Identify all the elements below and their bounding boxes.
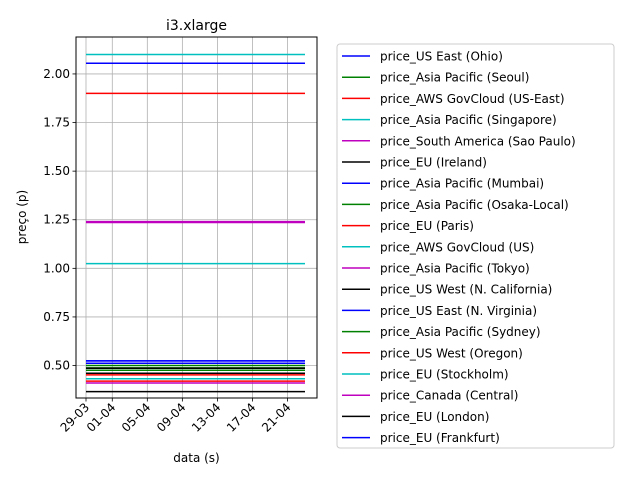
legend: price_US East (Ohio) price_Asia Pacific (… [336,43,615,449]
y-tick-label: 1.50 [43,164,70,178]
legend-frame [336,43,615,449]
legend-label: price_EU (Paris) [380,219,474,233]
y-axis-label: preço (p) [15,190,29,244]
legend-label: price_Asia Pacific (Mumbai) [380,177,544,191]
y-axis: 0.50 0.75 1.00 1.25 1.50 1.75 2.00 [43,67,76,373]
y-tick-label: 1.75 [43,116,70,130]
legend-label: price_Asia Pacific (Tokyo) [380,262,530,276]
y-tick-label: 1.00 [43,261,70,275]
legend-label: price_EU (Stockholm) [380,368,509,382]
y-tick-label: 2.00 [43,67,70,81]
legend-label: price_AWS GovCloud (US) [380,240,534,254]
legend-label: price_Asia Pacific (Osaka-Local) [380,198,569,212]
legend-label: price_EU (London) [380,410,489,424]
legend-label: price_South America (Sao Paulo) [380,134,576,148]
chart-title: i3.xlarge [166,18,227,34]
legend-label: price_Asia Pacific (Sydney) [380,325,541,339]
series-lines [86,53,305,393]
grid [76,37,317,398]
x-axis-label: data (s) [173,451,219,465]
plot-frame [75,36,318,399]
legend-label: price_EU (Frankfurt) [380,431,500,445]
y-tick-label: 0.50 [43,359,70,373]
legend-label: price_Canada (Central) [380,389,518,403]
legend-label: price_US East (Ohio) [380,50,503,64]
legend-label: price_AWS GovCloud (US-East) [380,92,565,106]
legend-label: price_US East (N. Virginia) [380,304,537,318]
legend-label: price_US West (N. California) [380,283,552,297]
legend-label: price_US West (Oregon) [380,346,523,360]
legend-label: price_EU (Ireland) [380,156,487,170]
legend-label: price_Asia Pacific (Seoul) [380,71,529,85]
y-tick-label: 0.75 [43,310,70,324]
legend-label: price_Asia Pacific (Singapore) [380,113,557,127]
y-tick-label: 1.25 [43,213,70,227]
